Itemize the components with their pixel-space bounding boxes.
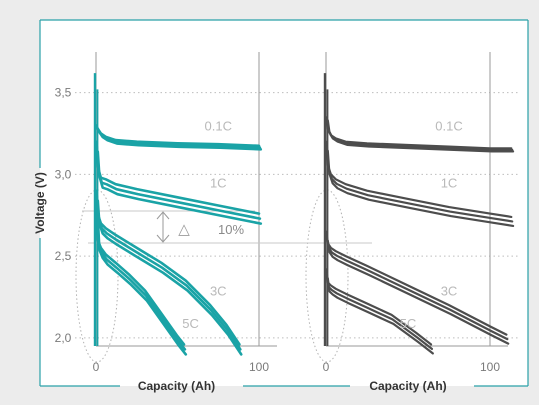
series-1-5C-trace-2 (326, 277, 434, 355)
x-tick-label-1-100: 100 (480, 360, 500, 374)
y-tick-label-3,5: 3,5 (55, 86, 72, 100)
y-tick-label-2,5: 2,5 (55, 249, 72, 263)
y-axis-label: Voltage (V) (33, 172, 47, 234)
initial-drop-ellipse-0 (75, 189, 119, 363)
initial-drop-ellipse-1 (305, 189, 349, 363)
chart-frame (39, 19, 529, 387)
series-0-0_1C-trace-2 (96, 127, 263, 151)
annotation-delta-symbol: △ (178, 220, 190, 238)
series-0-1C-trace-2 (96, 150, 263, 225)
series-0-3C-trace-2 (96, 199, 243, 356)
series-label-0-5C: 5C (182, 316, 199, 331)
series-label-0-1C: 1C (210, 175, 227, 190)
y-tick-label-2,0: 2,0 (55, 331, 72, 345)
series-label-1-1C: 1C (441, 175, 458, 190)
annotation-arrow-heads (156, 211, 170, 243)
series-label-0-0_1C: 0.1C (205, 118, 232, 133)
gridlines (75, 92, 518, 339)
x-tick-label-1-0: 0 (323, 360, 330, 374)
series-1-0_1C-trace-2 (326, 119, 515, 153)
series-label-1-3C: 3C (441, 283, 458, 298)
plot-background (40, 20, 528, 386)
series-label-1-0_1C: 0.1C (435, 118, 462, 133)
series-label-1-5C: 5C (400, 316, 417, 331)
series-label-0-3C: 3C (210, 283, 227, 298)
chart-labels: 0 100 Capacity (Ah) 0 100 Capacity (Ah) 2,0 2,5… (33, 86, 500, 393)
series-1-3C-trace-2 (326, 239, 510, 345)
x-tick-label-0-0: 0 (93, 360, 100, 374)
series-0-5C-trace-2 (96, 215, 188, 356)
series-1-1C-trace-2 (326, 149, 515, 227)
x-axis-label-0: Capacity (Ah) (138, 379, 215, 393)
x-axis-label-1: Capacity (Ah) (369, 379, 446, 393)
discharge-curves (93, 73, 515, 356)
annotation-percent: 10% (218, 222, 244, 237)
x-tick-label-0-100: 100 (249, 360, 269, 374)
y-tick-label-3,0: 3,0 (55, 167, 72, 181)
